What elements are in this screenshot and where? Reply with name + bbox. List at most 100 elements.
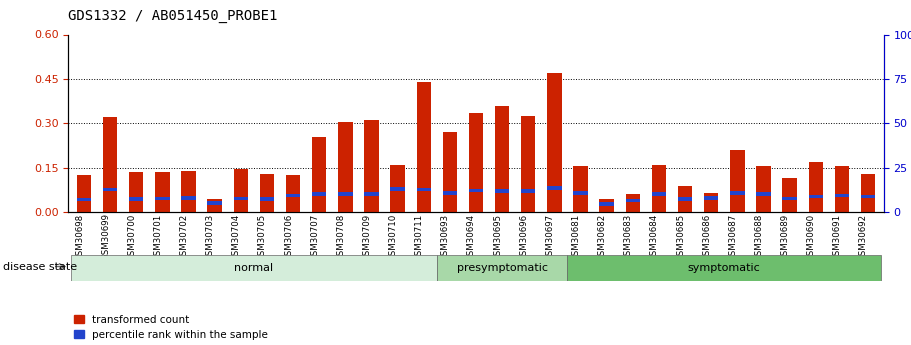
Bar [651, 165, 666, 212]
Text: GSM30706: GSM30706 [284, 214, 293, 261]
Bar [155, 172, 169, 212]
Text: GSM30682: GSM30682 [598, 214, 607, 261]
Text: GSM30697: GSM30697 [546, 214, 555, 260]
Text: GSM30693: GSM30693 [441, 214, 450, 260]
Text: GSM30687: GSM30687 [728, 214, 737, 261]
Bar [416, 82, 431, 212]
Bar [678, 186, 692, 212]
Text: GSM30699: GSM30699 [101, 214, 110, 260]
Text: GSM30707: GSM30707 [311, 214, 319, 261]
Text: disease state: disease state [3, 263, 77, 272]
Bar [391, 187, 404, 191]
Bar [495, 189, 509, 193]
Text: GSM30705: GSM30705 [258, 214, 267, 261]
Bar [416, 188, 431, 191]
Bar [783, 197, 797, 200]
Text: GSM30708: GSM30708 [336, 214, 345, 261]
FancyBboxPatch shape [436, 255, 568, 281]
Bar [233, 169, 248, 212]
FancyBboxPatch shape [71, 255, 436, 281]
Text: GSM30691: GSM30691 [833, 214, 842, 260]
Bar [573, 166, 588, 212]
Bar [548, 186, 561, 190]
Bar [626, 195, 640, 212]
Bar [730, 150, 744, 212]
Bar [861, 195, 875, 198]
Text: GSM30696: GSM30696 [519, 214, 528, 260]
Bar [181, 196, 196, 200]
Bar [208, 199, 222, 212]
Text: GSM30704: GSM30704 [231, 214, 241, 261]
Text: GSM30694: GSM30694 [467, 214, 476, 260]
Bar [521, 189, 536, 193]
Text: GSM30684: GSM30684 [650, 214, 659, 261]
Bar [861, 174, 875, 212]
Bar [443, 191, 457, 195]
Text: presymptomatic: presymptomatic [456, 263, 548, 273]
Bar [809, 162, 823, 212]
Bar [834, 166, 849, 212]
Text: symptomatic: symptomatic [688, 263, 761, 273]
Text: GSM30709: GSM30709 [363, 214, 372, 260]
Bar [286, 194, 301, 197]
Bar [260, 197, 274, 201]
Bar [443, 132, 457, 212]
Bar [155, 197, 169, 200]
Bar [77, 198, 91, 201]
Text: GSM30710: GSM30710 [389, 214, 397, 261]
Bar [103, 188, 118, 191]
Bar [103, 117, 118, 212]
Text: GSM30685: GSM30685 [676, 214, 685, 261]
Bar [338, 193, 353, 196]
Bar [704, 196, 719, 200]
Bar [599, 202, 614, 206]
Bar [129, 172, 143, 212]
Text: GSM30683: GSM30683 [624, 214, 633, 261]
Bar [521, 116, 536, 212]
Bar [651, 192, 666, 196]
Bar [129, 197, 143, 201]
Bar [495, 106, 509, 212]
Bar [730, 191, 744, 195]
Text: GSM30701: GSM30701 [153, 214, 162, 261]
Text: GSM30681: GSM30681 [571, 214, 580, 261]
Text: GSM30689: GSM30689 [781, 214, 790, 260]
Bar [834, 194, 849, 197]
Text: GSM30698: GSM30698 [75, 214, 84, 260]
Text: GSM30692: GSM30692 [859, 214, 868, 260]
Text: GSM30688: GSM30688 [754, 214, 763, 261]
Bar [626, 199, 640, 203]
Bar [704, 193, 719, 212]
Bar [364, 120, 379, 212]
Text: GSM30686: GSM30686 [702, 214, 711, 261]
Bar [391, 165, 404, 212]
Bar [599, 199, 614, 212]
Bar [783, 178, 797, 212]
Bar [756, 192, 771, 196]
Bar [233, 197, 248, 200]
Bar [573, 191, 588, 195]
Text: GSM30695: GSM30695 [493, 214, 502, 260]
Text: GDS1332 / AB051450_PROBE1: GDS1332 / AB051450_PROBE1 [68, 9, 278, 23]
Bar [469, 189, 483, 192]
Bar [338, 122, 353, 212]
Bar [312, 137, 326, 212]
Text: GSM30711: GSM30711 [415, 214, 424, 261]
Bar [286, 175, 301, 212]
Text: GSM30702: GSM30702 [179, 214, 189, 261]
Text: GSM30700: GSM30700 [128, 214, 137, 261]
Bar [260, 174, 274, 212]
FancyBboxPatch shape [568, 255, 881, 281]
Bar [312, 192, 326, 196]
Text: GSM30703: GSM30703 [206, 214, 215, 261]
Bar [364, 192, 379, 196]
Bar [756, 166, 771, 212]
Bar [678, 197, 692, 201]
Bar [548, 73, 561, 212]
Bar [181, 171, 196, 212]
Bar [77, 175, 91, 212]
Text: GSM30690: GSM30690 [807, 214, 815, 260]
Text: normal: normal [234, 263, 273, 273]
Bar [469, 113, 483, 212]
Legend: transformed count, percentile rank within the sample: transformed count, percentile rank withi… [74, 315, 268, 340]
